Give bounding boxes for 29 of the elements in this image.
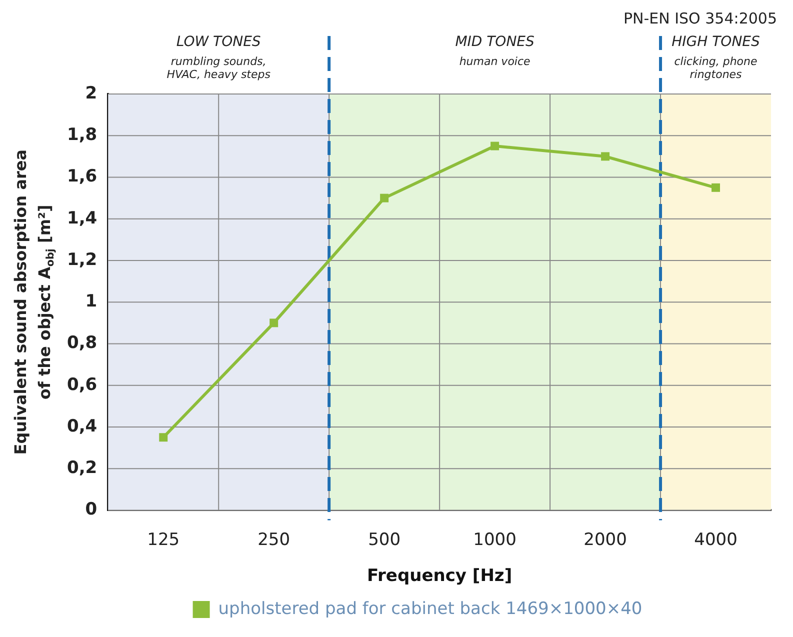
y-tick-label: 0,4 (66, 416, 98, 436)
point (712, 183, 720, 192)
x-tick-label: 2000 (584, 530, 627, 550)
y-tick-label: 0,2 (66, 458, 98, 478)
band-label: HIGH TONES clicking, phone ringtones (672, 34, 760, 81)
band-label: MID TONES human voice (455, 34, 535, 68)
x-tick-label: 4000 (694, 530, 738, 550)
y-tick-label: 1,8 (66, 125, 98, 146)
x-tick-label: 250 (258, 530, 290, 550)
x-tick-label: 1000 (473, 530, 516, 550)
y-tick-label: 0,8 (66, 333, 98, 354)
point (270, 318, 278, 328)
x-axis-title: Frequency [Hz] (367, 566, 512, 586)
y-tick-label: 0 (85, 500, 98, 520)
y-tick-label: 1,2 (66, 250, 98, 270)
y-tick-label: 1,4 (66, 208, 98, 228)
y-tick-label: 1,6 (66, 166, 98, 187)
legend-label: upholstered pad for cabinet back 1469×1000×40 (218, 598, 642, 619)
x-tick-label: 125 (147, 530, 180, 550)
point (601, 152, 610, 161)
x-tick-label: 500 (368, 530, 401, 550)
text: PN-EN ISO 354:2005 (623, 9, 777, 28)
y-tick-label: 2 (85, 83, 98, 104)
band-label: LOW TONES rumbling sounds, HVAC, heavy steps (166, 34, 271, 81)
point (159, 433, 168, 442)
point (490, 142, 500, 150)
y-tick-label: 0,6 (66, 374, 98, 395)
point (380, 194, 389, 202)
y-tick-label: 1 (85, 292, 98, 312)
